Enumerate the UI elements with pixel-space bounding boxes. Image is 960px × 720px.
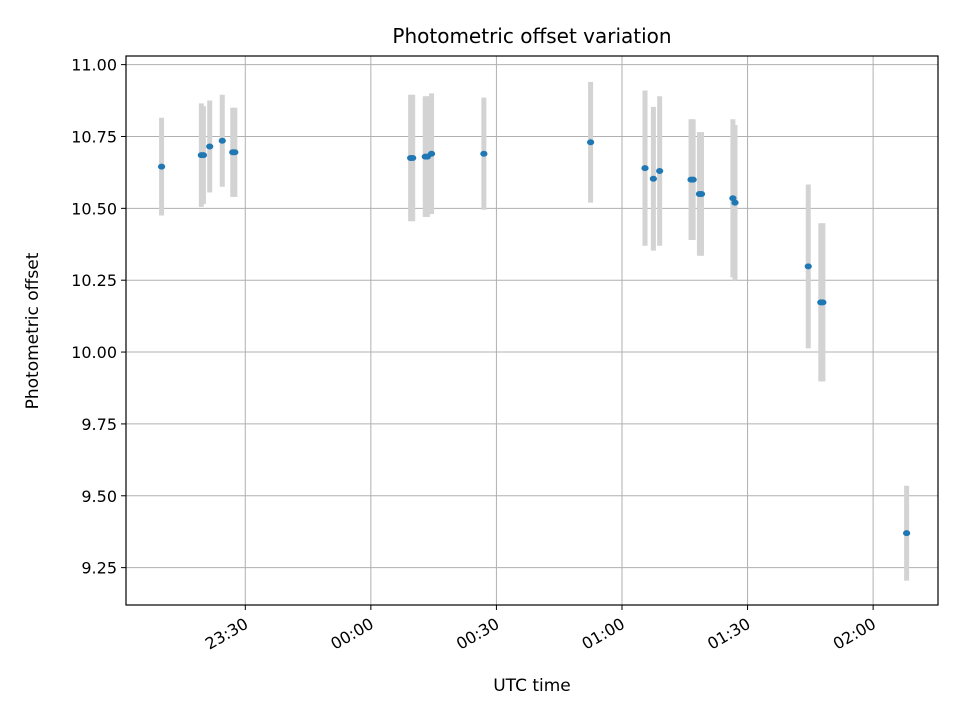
y-tick-label: 9.25 xyxy=(81,559,117,578)
y-tick-label: 10.50 xyxy=(71,199,117,218)
data-points xyxy=(157,137,911,537)
y-axis-label: Photometric offset xyxy=(23,252,43,409)
data-point xyxy=(731,199,739,206)
data-point xyxy=(656,167,664,174)
grid xyxy=(126,56,938,605)
y-tick-label: 11.00 xyxy=(71,56,117,75)
data-point xyxy=(649,175,657,182)
x-axis-label: UTC time xyxy=(493,676,571,696)
data-point xyxy=(480,150,488,157)
plot-frame xyxy=(125,55,939,606)
y-tick-label: 10.75 xyxy=(71,127,117,146)
y-tick-label: 10.25 xyxy=(71,271,117,290)
y-tick-label: 9.50 xyxy=(81,487,117,506)
data-point xyxy=(819,299,827,306)
data-point xyxy=(206,143,214,150)
data-point xyxy=(903,530,911,537)
data-point xyxy=(586,139,595,146)
data-point xyxy=(409,155,417,162)
data-point xyxy=(199,152,208,159)
data-point xyxy=(697,190,706,197)
y-tick-label: 10.00 xyxy=(71,343,117,362)
data-point xyxy=(231,149,239,156)
data-point xyxy=(157,163,166,170)
chart-title: Photometric offset variation xyxy=(392,24,671,48)
y-axis-ticks: 9.25 9.50 9.75 10.00 10.25 10.50 10.75 11.00 xyxy=(71,56,126,578)
data-point xyxy=(641,165,649,172)
data-point xyxy=(427,150,436,157)
data-point xyxy=(218,137,226,144)
data-point xyxy=(804,263,812,270)
data-point xyxy=(689,176,697,183)
y-tick-label: 9.75 xyxy=(81,415,117,434)
